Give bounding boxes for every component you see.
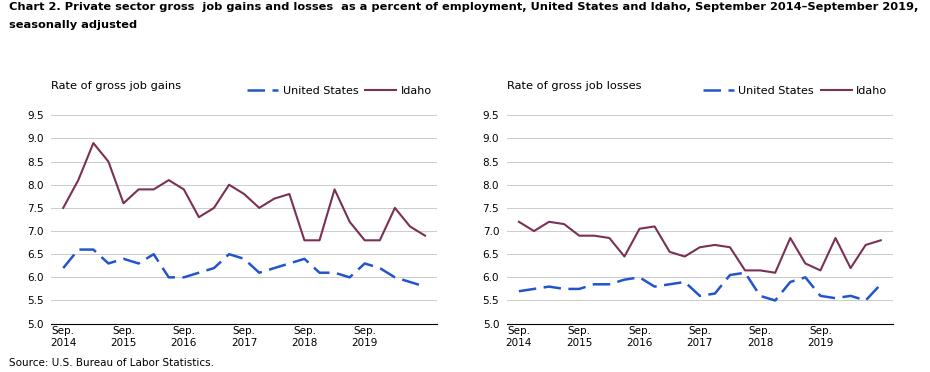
Text: seasonally adjusted: seasonally adjusted bbox=[9, 20, 138, 31]
Text: Chart 2. Private sector gross  job gains and losses  as a percent of employment,: Chart 2. Private sector gross job gains … bbox=[9, 2, 919, 12]
Legend: United States, Idaho: United States, Idaho bbox=[703, 86, 887, 96]
Text: Rate of gross job losses: Rate of gross job losses bbox=[507, 81, 642, 91]
Text: Rate of gross job gains: Rate of gross job gains bbox=[51, 81, 181, 91]
Legend: United States, Idaho: United States, Idaho bbox=[247, 86, 432, 96]
Text: Source: U.S. Bureau of Labor Statistics.: Source: U.S. Bureau of Labor Statistics. bbox=[9, 358, 214, 368]
